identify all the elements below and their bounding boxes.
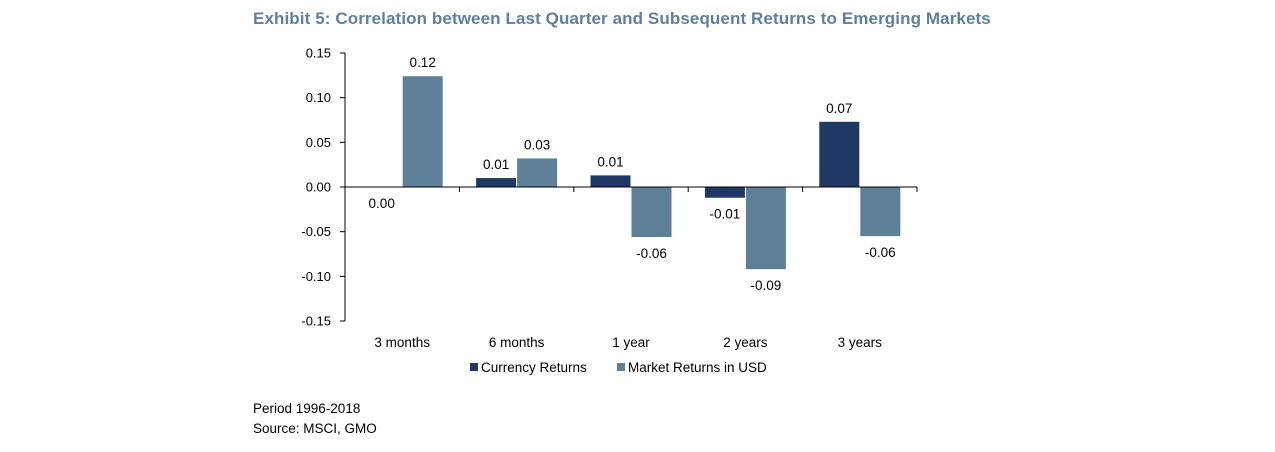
legend-label-market: Market Returns in USD	[628, 360, 767, 375]
category-label: 2 years	[723, 335, 768, 350]
y-tick-label: 0.00	[306, 180, 331, 195]
category-label: 3 months	[374, 335, 430, 350]
currency-returns-label: 0.01	[483, 157, 509, 172]
y-tick-label: 0.15	[306, 46, 331, 61]
market-returns-bar	[402, 76, 443, 187]
y-tick-label: 0.10	[306, 90, 331, 105]
category-labels: 3 months 6 months 1 year 2 years 3 years	[374, 335, 882, 350]
legend-swatch-market	[617, 363, 625, 371]
market-returns-label: -0.09	[751, 278, 782, 293]
legend: Currency Returns Market Returns in USD	[470, 360, 767, 375]
y-tick-label: -0.10	[301, 269, 331, 284]
legend-swatch-currency	[470, 363, 478, 371]
category-label: 3 years	[838, 335, 883, 350]
currency-returns-bar	[476, 178, 517, 187]
x-axis	[344, 186, 918, 192]
chart-title: Exhibit 5: Correlation between Last Quar…	[253, 9, 991, 28]
market-returns-label: 0.03	[524, 137, 550, 152]
footnote-source: Source: MSCI, GMO	[253, 421, 377, 436]
currency-returns-label: 0.00	[369, 196, 395, 211]
market-returns-label: -0.06	[636, 246, 667, 261]
legend-label-currency: Currency Returns	[481, 360, 587, 375]
currency-returns-bar	[704, 187, 745, 198]
market-returns-label: -0.06	[865, 245, 896, 260]
market-returns-bar	[517, 158, 558, 187]
currency-returns-label: -0.01	[710, 207, 741, 222]
currency-returns-label: 0.01	[597, 154, 623, 169]
currency-returns-label: 0.07	[826, 101, 852, 116]
data-labels: 0.00 0.12 0.01 0.03 0.01 -0.06 -0.01 -0.09 0.07 -…	[369, 55, 896, 293]
currency-returns-bar	[819, 121, 860, 187]
category-label: 1 year	[612, 335, 650, 350]
y-tick-label: -0.05	[301, 224, 331, 239]
market-returns-label: 0.12	[410, 55, 436, 70]
y-tick-label: -0.15	[301, 314, 331, 329]
market-returns-bar	[631, 187, 672, 238]
bars	[402, 76, 901, 270]
y-axis: 0.15 0.10 0.05 0.00 -0.05 -0.10 -0.15	[301, 46, 346, 329]
market-returns-bar	[745, 187, 786, 270]
footnote-period: Period 1996-2018	[253, 401, 361, 416]
category-label: 6 months	[489, 335, 545, 350]
y-tick-label: 0.05	[306, 135, 331, 150]
currency-returns-bar	[590, 175, 631, 187]
market-returns-bar	[860, 187, 901, 237]
